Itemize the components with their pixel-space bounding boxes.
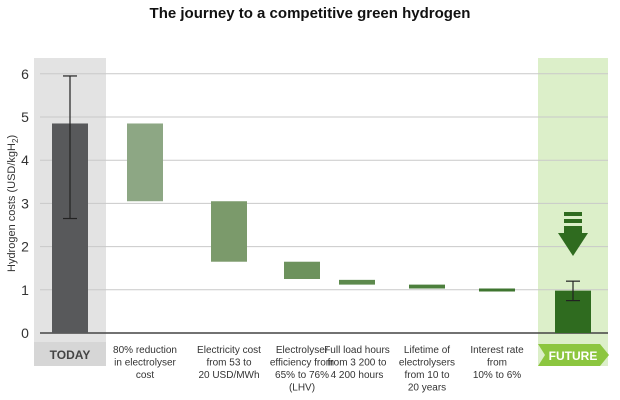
category-label-line: from (487, 358, 507, 369)
bar-3 (284, 261, 320, 279)
category-label-line: from 53 to (206, 358, 251, 369)
arrow-stripe-1 (564, 212, 582, 216)
y-tick-label: 0 (21, 325, 29, 341)
category-label-line: Electrolyser (276, 345, 329, 356)
bar-5 (409, 284, 445, 289)
y-tick-label: 5 (21, 109, 29, 125)
category-label-line: Lifetime of (404, 345, 450, 356)
y-axis-label-subscript: 2 (11, 138, 20, 143)
category-label-line: 80% reduction (113, 345, 177, 356)
y-tick-label: 6 (21, 66, 29, 82)
category-label-line: Full load hours (324, 345, 390, 356)
category-label-line: Electricity cost (197, 345, 261, 356)
category-label-line: electrolysers (399, 358, 455, 369)
bar-1 (127, 123, 163, 202)
category-label-line: 10% to 6% (473, 370, 521, 381)
bar-6 (479, 288, 515, 292)
category-label-line: cost (136, 370, 155, 381)
bar-2 (211, 201, 247, 262)
y-axis-label-close: ) (6, 135, 18, 139)
category-label-line: efficiency from (270, 358, 334, 369)
y-tick-label: 1 (21, 282, 29, 298)
category-label-line: from 3 200 to (328, 358, 387, 369)
y-axis-label: Hydrogen costs (USD/kgH2) (6, 135, 20, 272)
y-tick-label: 2 (21, 239, 29, 255)
category-label-line: Interest rate (470, 345, 524, 356)
category-label-line: 20 USD/MWh (198, 370, 259, 381)
bar-4 (339, 279, 375, 285)
y-axis-label-main: Hydrogen costs (USD/kgH (6, 143, 18, 272)
category-label-line: 20 years (408, 383, 446, 394)
y-tick-label: 4 (21, 152, 29, 168)
category-label-line: 4 200 hours (331, 370, 384, 381)
future-label-bg (538, 344, 609, 366)
today-label-bg (34, 342, 106, 366)
arrow-shaft (564, 226, 582, 233)
down-arrow-icon (558, 233, 588, 256)
y-tick-label: 3 (21, 195, 29, 211)
category-label-line: (LHV) (289, 383, 315, 394)
category-label-line: from 10 to (404, 370, 449, 381)
category-label-today: TODAY (50, 348, 91, 362)
category-label-line: in electrolyser (114, 358, 176, 369)
category-label-line: 65% to 76% (275, 370, 329, 381)
arrow-stripe-2 (564, 219, 582, 223)
category-label-future: FUTURE (549, 349, 598, 363)
chart-title: The journey to a competitive green hydro… (149, 5, 471, 22)
